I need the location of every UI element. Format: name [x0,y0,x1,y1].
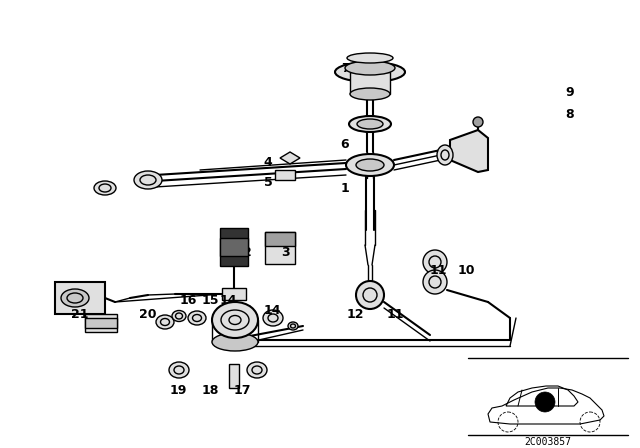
Ellipse shape [188,311,206,325]
Bar [85,318,117,328]
Bar [55,282,105,314]
Ellipse shape [350,88,390,100]
Ellipse shape [349,116,391,132]
Ellipse shape [212,333,258,351]
Bar [275,170,295,180]
Text: 19: 19 [170,383,187,396]
Text: 1: 1 [340,181,349,194]
Circle shape [356,281,384,309]
Text: 17: 17 [233,383,251,396]
Ellipse shape [288,322,298,330]
Ellipse shape [345,61,395,75]
Ellipse shape [169,362,189,378]
Text: 4: 4 [264,156,273,169]
Ellipse shape [335,62,405,82]
Bar [220,228,248,266]
Polygon shape [280,152,300,164]
Bar [265,232,295,264]
Circle shape [473,117,483,127]
Ellipse shape [263,310,283,326]
Ellipse shape [172,310,186,322]
Circle shape [423,270,447,294]
Text: 11: 11 [387,309,404,322]
Text: 2: 2 [243,246,252,258]
Bar [222,288,246,300]
Bar [265,232,295,246]
Ellipse shape [346,154,394,176]
Text: 20: 20 [140,309,157,322]
Ellipse shape [134,171,162,189]
Text: 21: 21 [71,309,89,322]
Text: 3: 3 [281,246,289,258]
Bar [220,238,248,256]
Text: 14: 14 [220,293,237,306]
Bar [350,72,390,94]
Bar [85,314,117,332]
Text: 12: 12 [346,309,364,322]
Text: 5: 5 [264,177,273,190]
Text: 18: 18 [202,383,219,396]
Ellipse shape [156,315,174,329]
Text: 7: 7 [340,61,349,74]
Text: 13: 13 [236,303,253,316]
Ellipse shape [357,119,383,129]
Ellipse shape [356,159,384,171]
Ellipse shape [94,181,116,195]
Text: 6: 6 [340,138,349,151]
Ellipse shape [437,145,453,165]
Polygon shape [450,130,488,172]
Ellipse shape [247,362,267,378]
Circle shape [535,392,555,412]
Text: 9: 9 [566,86,574,99]
Text: 10: 10 [457,263,475,276]
Bar [229,364,239,388]
Text: 16: 16 [179,293,196,306]
Circle shape [423,250,447,274]
Text: 8: 8 [566,108,574,121]
Text: 2C003857: 2C003857 [525,437,572,447]
Text: 11: 11 [429,263,447,276]
Text: 14: 14 [263,303,281,316]
Text: 15: 15 [201,293,219,306]
Ellipse shape [61,289,89,307]
Ellipse shape [347,53,393,63]
Ellipse shape [212,302,258,338]
